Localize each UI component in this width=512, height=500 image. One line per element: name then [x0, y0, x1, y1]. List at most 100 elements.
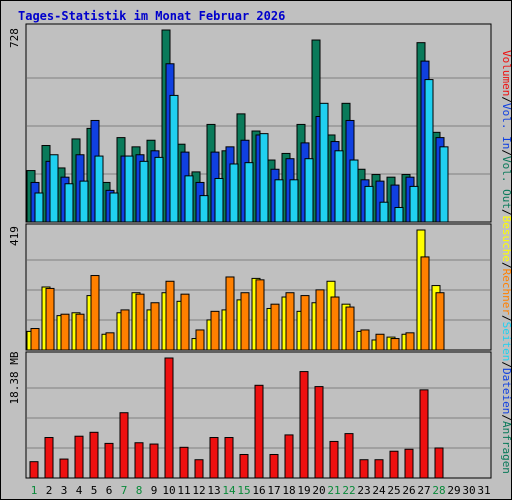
bar-seiten-day-1: [34, 192, 44, 223]
ymax-label-middle: 419: [8, 226, 21, 246]
bar-seiten-day-15: [244, 162, 254, 223]
x-tick-label: 30: [462, 484, 475, 497]
bar-rechner-day-12: [195, 329, 205, 351]
bar-seiten-day-6: [109, 192, 119, 223]
bar-seiten-day-27: [424, 79, 434, 223]
bar-seiten-day-8: [139, 160, 149, 223]
bar-rechner-day-1: [30, 328, 40, 351]
bar-volumen-day-14: [224, 437, 234, 479]
x-tick-label: 23: [357, 484, 370, 497]
x-tick-label: 5: [91, 484, 98, 497]
legend-part: Rechner: [500, 269, 512, 316]
legend-part: Seiten: [500, 322, 512, 362]
bar-volumen-day-27: [419, 389, 429, 479]
bar-seiten-day-3: [64, 183, 74, 223]
bar-volumen-day-2: [44, 437, 54, 479]
bar-seiten-day-2: [49, 154, 59, 223]
bar-volumen-day-20: [314, 386, 324, 479]
bar-volumen-day-13: [209, 437, 219, 479]
bar-rechner-day-8: [135, 293, 145, 351]
panel-top: [25, 23, 492, 223]
bar-rechner-day-25: [390, 338, 400, 351]
x-tick-label: 13: [207, 484, 220, 497]
legend-part: Vol. Out: [500, 156, 512, 209]
bar-seiten-day-14: [229, 163, 239, 223]
panel-bottom: [25, 351, 492, 479]
x-tick-label: 24: [372, 484, 386, 497]
bar-rechner-day-5: [90, 275, 100, 351]
bar-volumen-day-8: [134, 442, 144, 479]
bar-seiten-day-24: [379, 201, 389, 223]
bar-rechner-day-24: [375, 333, 385, 351]
bar-rechner-day-13: [210, 310, 220, 351]
bar-volumen-day-6: [104, 442, 114, 479]
bar-volumen-day-16: [254, 384, 264, 479]
bar-seiten-day-23: [364, 185, 374, 223]
bar-rechner-day-27: [420, 256, 430, 351]
x-tick-label: 2: [46, 484, 53, 497]
x-tick-label: 31: [477, 484, 490, 497]
legend-part: /: [500, 209, 512, 216]
panel-middle: [25, 223, 492, 351]
bar-volumen-day-11: [179, 446, 189, 479]
bar-volumen-day-7: [119, 412, 129, 479]
x-tick-label: 19: [297, 484, 310, 497]
bar-volumen-day-18: [284, 434, 294, 479]
bar-volumen-day-19: [299, 371, 309, 479]
bar-volumen-day-26: [404, 448, 414, 479]
bar-seiten-day-13: [214, 177, 224, 223]
bar-seiten-day-10: [169, 94, 179, 223]
ymax-label-bottom: 18.38 MB: [8, 351, 21, 404]
bar-rechner-day-6: [105, 332, 115, 351]
bar-seiten-day-9: [154, 156, 164, 223]
bar-rechner-day-7: [120, 309, 130, 351]
legend-part: /: [500, 262, 512, 269]
bar-volumen-day-25: [389, 450, 399, 479]
legend-part: Vol. In: [500, 103, 512, 149]
bar-rechner-day-9: [150, 302, 160, 351]
x-tick-label: 29: [447, 484, 460, 497]
x-tick-label: 1: [31, 484, 38, 497]
bar-rechner-day-4: [75, 313, 85, 351]
bar-rechner-day-20: [315, 289, 325, 351]
bar-volumen-day-1: [29, 461, 39, 479]
bar-rechner-day-14: [225, 276, 235, 351]
bar-volumen-day-4: [74, 435, 84, 479]
bar-seiten-day-26: [409, 185, 419, 223]
bar-rechner-day-18: [285, 292, 295, 351]
bar-volumen-day-9: [149, 443, 159, 479]
legend-part: Anfragen: [500, 421, 512, 474]
x-tick-label: 11: [177, 484, 190, 497]
x-tick-label: 6: [106, 484, 113, 497]
bar-rechner-day-15: [240, 292, 250, 351]
chart-title: Tages-Statistik im Monat Februar 2026: [18, 9, 285, 23]
bar-seiten-day-19: [304, 158, 314, 223]
bar-rechner-day-16: [255, 279, 265, 351]
bar-volumen-day-21: [329, 440, 339, 479]
bar-rechner-day-26: [405, 332, 415, 351]
x-tick-label: 25: [387, 484, 400, 497]
ymax-label-top: 728: [8, 28, 21, 48]
legend-part: /: [500, 414, 512, 421]
bar-volumen-day-28: [434, 447, 444, 479]
x-tick-label: 3: [61, 484, 68, 497]
bar-rechner-day-21: [330, 296, 340, 351]
bar-seiten-day-11: [184, 175, 194, 223]
bar-seiten-day-16: [259, 133, 269, 223]
legend-part: /: [500, 361, 512, 368]
bar-volumen-day-22: [344, 433, 354, 479]
x-tick-label: 21: [327, 484, 340, 497]
bar-volumen-day-24: [374, 459, 384, 479]
bar-seiten-day-18: [289, 179, 299, 223]
x-tick-label: 28: [432, 484, 445, 497]
bar-volumen-day-15: [239, 453, 249, 479]
bar-seiten-day-7: [124, 155, 134, 223]
x-tick-label: 12: [192, 484, 205, 497]
bar-seiten-day-21: [334, 150, 344, 223]
bar-volumen-day-10: [164, 357, 174, 479]
x-tick-label: 9: [151, 484, 158, 497]
x-tick-label: 27: [417, 484, 430, 497]
bar-volumen-day-12: [194, 459, 204, 479]
